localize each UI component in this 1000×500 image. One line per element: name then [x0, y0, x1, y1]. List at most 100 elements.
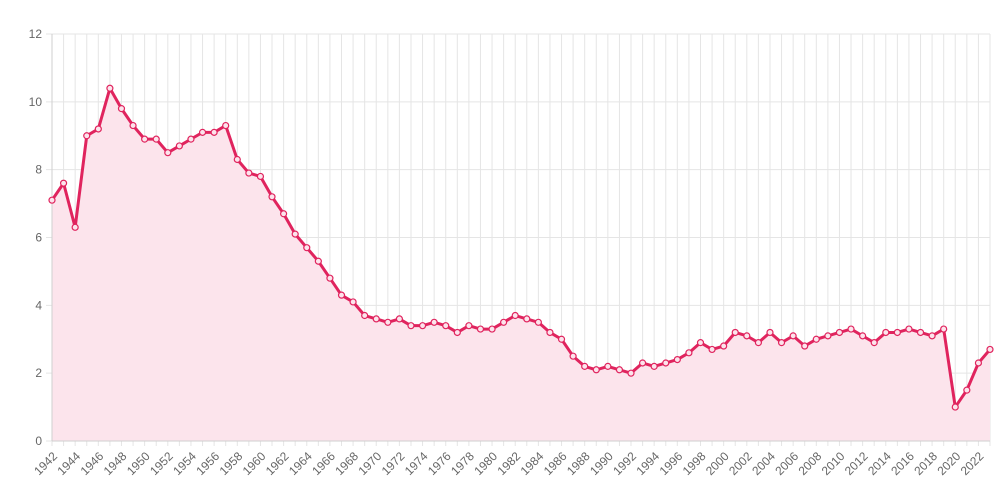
- x-tick-label: 1994: [633, 449, 662, 478]
- x-tick-label: 1980: [471, 449, 500, 478]
- data-point: [280, 210, 288, 218]
- x-tick-label: 2012: [842, 449, 871, 478]
- data-point: [963, 386, 971, 394]
- data-point: [198, 128, 207, 136]
- data-point: [882, 328, 890, 337]
- x-tick-label: 2000: [703, 449, 732, 478]
- y-tick-label: 4: [35, 298, 42, 312]
- data-point: [754, 339, 763, 347]
- data-point: [83, 132, 91, 140]
- data-point: [465, 322, 473, 330]
- data-point: [905, 325, 913, 333]
- y-tick-label: 12: [29, 27, 43, 41]
- x-tick-label: 1984: [518, 449, 547, 478]
- data-point: [511, 311, 519, 320]
- data-point: [71, 223, 79, 231]
- data-point: [940, 325, 948, 333]
- y-tick-label: 0: [35, 434, 42, 448]
- x-tick-labels: 1942194419461948195019521954195619581960…: [31, 449, 986, 478]
- data-point: [418, 322, 427, 330]
- data-point: [627, 369, 635, 377]
- data-point: [534, 318, 542, 326]
- data-point: [117, 105, 126, 113]
- data-point: [407, 322, 415, 330]
- data-point: [685, 349, 693, 357]
- data-point: [801, 342, 809, 350]
- data-point: [291, 230, 299, 238]
- data-point: [222, 121, 230, 130]
- data-point: [870, 339, 878, 347]
- data-point: [488, 325, 496, 333]
- x-tick-label: 2004: [749, 449, 778, 478]
- y-tick-label: 6: [35, 231, 42, 245]
- data-point: [662, 359, 670, 367]
- data-point: [569, 352, 577, 360]
- data-point: [500, 318, 508, 326]
- data-point: [581, 362, 589, 370]
- data-point: [59, 179, 68, 187]
- data-point: [777, 339, 786, 347]
- x-tick-label: 1968: [332, 449, 361, 478]
- x-tick-label: 2022: [958, 449, 987, 478]
- data-point: [175, 142, 183, 150]
- x-tick-label: 2014: [865, 449, 894, 478]
- data-point: [210, 128, 218, 136]
- x-tick-label: 1974: [402, 449, 431, 478]
- data-point: [673, 356, 681, 364]
- data-point: [430, 318, 438, 326]
- data-point: [48, 196, 56, 204]
- data-point: [974, 359, 983, 367]
- x-tick-label: 1946: [78, 449, 107, 478]
- x-tick-label: 1976: [425, 449, 454, 478]
- data-point: [743, 332, 751, 340]
- data-point: [326, 274, 334, 282]
- data-point: [696, 339, 705, 347]
- x-tick-label: 1964: [286, 449, 315, 478]
- data-point: [442, 322, 450, 330]
- y-tick-label: 2: [35, 366, 42, 380]
- data-point: [789, 332, 797, 340]
- data-point: [476, 325, 485, 333]
- x-tick-label: 2016: [888, 449, 917, 478]
- data-point: [951, 403, 959, 411]
- data-point: [152, 135, 160, 143]
- x-tick-label: 1960: [240, 449, 269, 478]
- data-point: [708, 345, 716, 354]
- data-point: [720, 342, 728, 350]
- data-point: [824, 332, 832, 340]
- data-point: [361, 311, 369, 320]
- data-point: [187, 135, 195, 143]
- series-area-fill: [52, 88, 990, 442]
- x-tick-label: 1956: [193, 449, 222, 478]
- data-point: [859, 332, 867, 340]
- series-line: [50, 86, 992, 409]
- x-tick-label: 1950: [124, 449, 153, 478]
- x-tick-label: 1970: [356, 449, 385, 478]
- data-point: [847, 325, 855, 333]
- x-tick-label: 1958: [217, 449, 246, 478]
- data-point: [245, 169, 253, 177]
- data-point: [268, 193, 276, 201]
- data-point: [256, 172, 265, 181]
- data-point: [303, 244, 311, 252]
- data-point: [546, 328, 554, 337]
- data-point: [893, 328, 901, 337]
- x-tick-label: 1942: [31, 449, 60, 478]
- data-point: [615, 366, 624, 374]
- data-point: [916, 328, 925, 337]
- data-point: [372, 315, 380, 323]
- data-point: [928, 332, 936, 340]
- area-fill-layer: [52, 88, 990, 442]
- data-point: [349, 298, 357, 306]
- x-tick-label: 1988: [564, 449, 593, 478]
- x-tick-label: 1998: [680, 449, 709, 478]
- data-point: [638, 359, 647, 367]
- x-tick-label: 1962: [263, 449, 292, 478]
- x-tick-label: 1996: [657, 449, 686, 478]
- x-tick-label: 1986: [541, 449, 570, 478]
- x-tick-label: 2002: [726, 449, 755, 478]
- data-point: [835, 328, 844, 337]
- data-point: [384, 318, 392, 326]
- data-point: [592, 366, 600, 374]
